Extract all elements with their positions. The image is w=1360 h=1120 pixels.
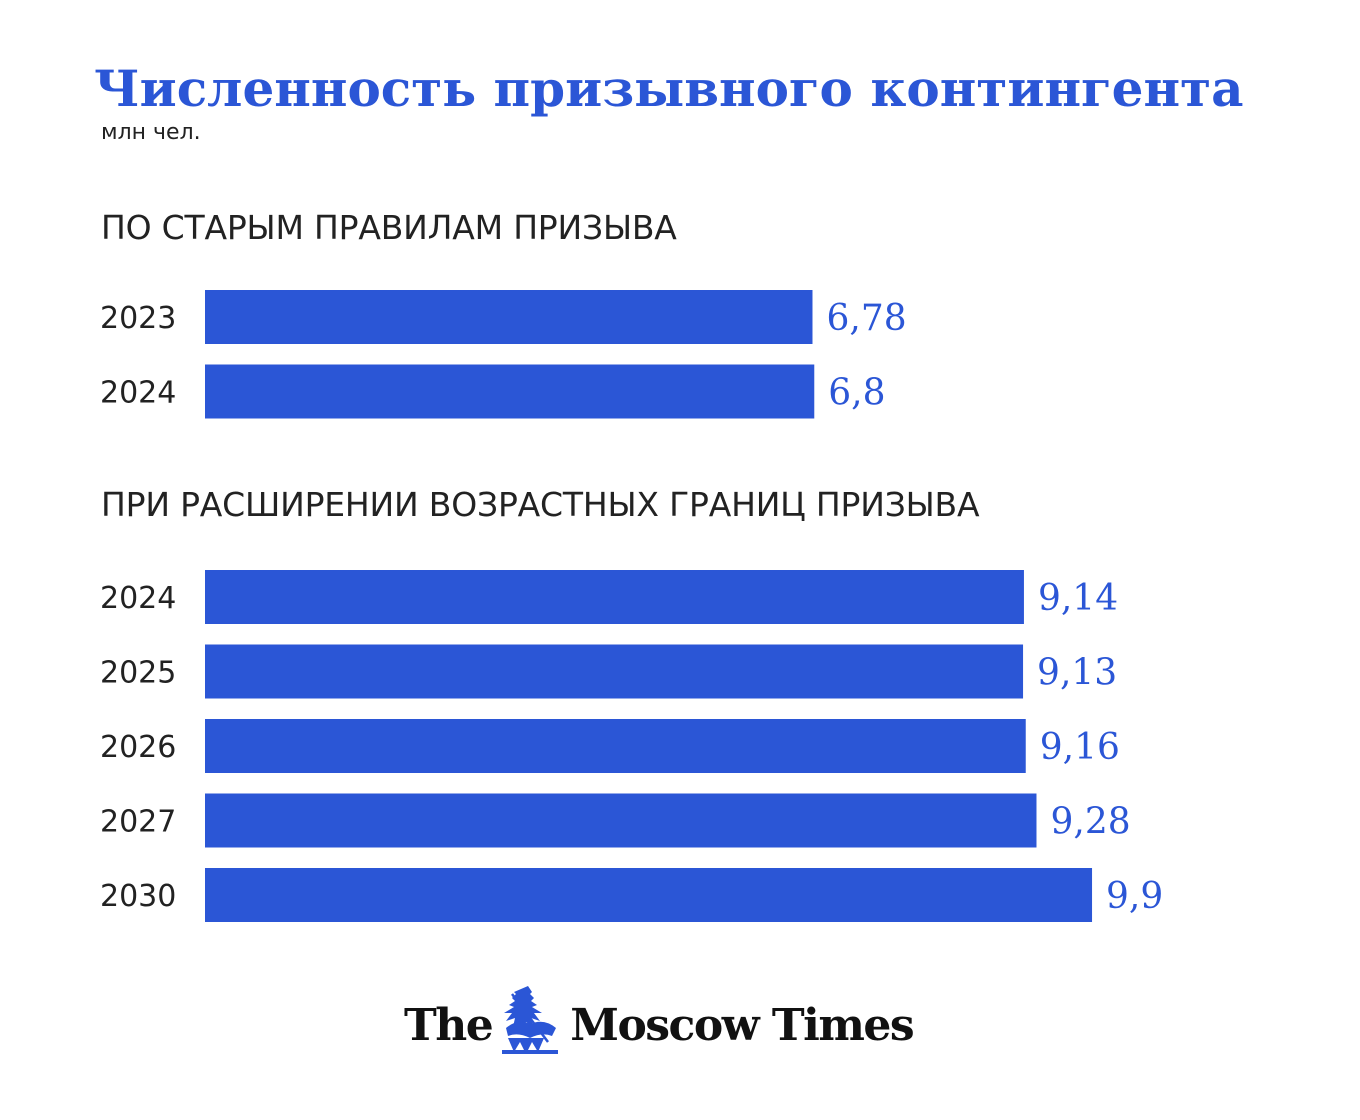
bar [205,364,815,419]
category-label: 2024 [100,376,176,411]
value-label: 9,13 [1037,653,1117,694]
value-label: 6,8 [828,373,885,414]
section-title-extended-rules: ПРИ РАСШИРЕНИИ ВОЗРАСТНЫХ ГРАНИЦ ПРИЗЫВА [101,485,980,524]
value-label: 9,16 [1040,727,1120,768]
category-label: 2024 [100,581,176,616]
bar-chart: 2023 6,78 2024 6,8 2024 9,14 2025 9,13 2026 9,16 2… [100,290,1163,922]
category-label: 2026 [100,730,176,765]
logo-text-the: The [404,1000,494,1051]
saint-george-emblem-icon [498,984,562,1067]
value-label: 9,28 [1050,802,1130,843]
logo-text-moscow-times: Moscow Times [570,1000,914,1051]
category-label: 2023 [100,301,176,336]
category-label: 2027 [100,805,176,840]
bar [205,644,1024,699]
logo: The Moscow Times [404,984,915,1067]
section-title-old-rules: ПО СТАРЫМ ПРАВИЛАМ ПРИЗЫВА [101,208,677,247]
value-label: 9,9 [1106,876,1163,917]
category-label: 2025 [100,656,176,691]
bar [205,290,813,344]
bar [205,793,1037,848]
category-label: 2030 [100,879,176,914]
value-label: 9,14 [1038,578,1118,619]
value-label: 6,78 [826,298,906,339]
bar [205,570,1024,624]
bar [205,719,1026,773]
bar [205,868,1093,922]
chart-title: Численность призывного контингента [94,59,1244,118]
unit-label: млн чел. [101,120,201,145]
